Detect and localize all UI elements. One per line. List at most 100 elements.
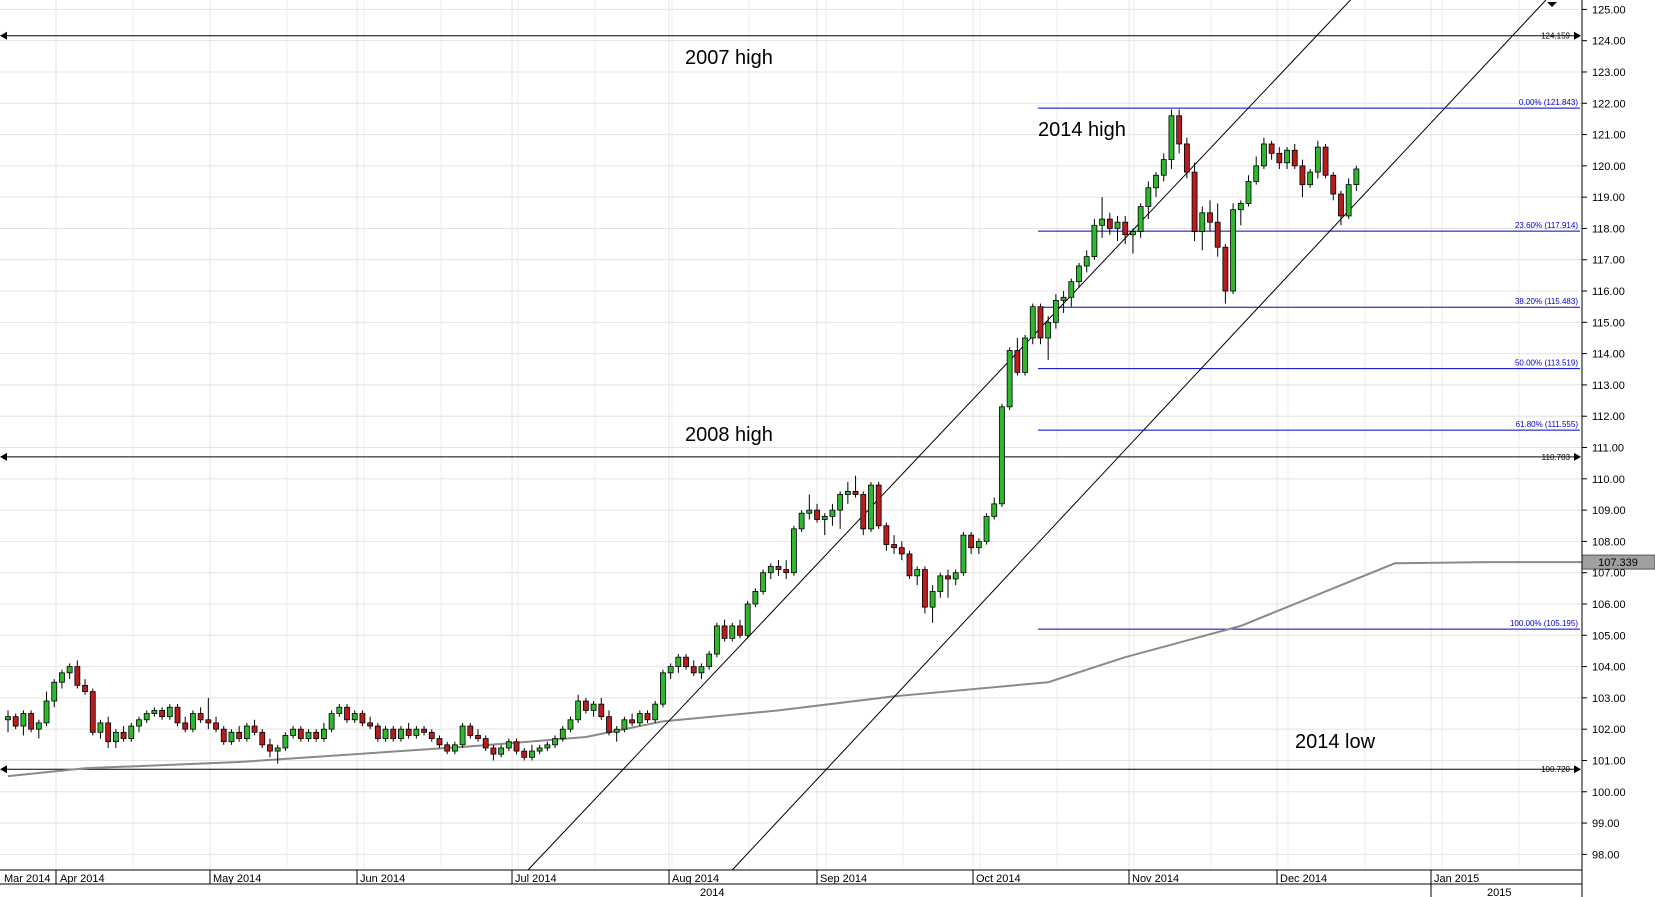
- y-tick-label: 107.00: [1592, 568, 1626, 580]
- candle-body: [1345, 184, 1352, 217]
- candle: [613, 726, 620, 742]
- y-tick-label: 121.00: [1592, 130, 1626, 142]
- candle: [914, 566, 921, 586]
- candle: [521, 747, 528, 761]
- candle-body: [606, 716, 612, 733]
- level-value-label: 124.159: [1541, 32, 1570, 41]
- candle-body: [582, 700, 589, 711]
- candle: [791, 525, 797, 576]
- candle: [128, 722, 135, 742]
- y-tick-label: 108.00: [1592, 536, 1626, 548]
- candle-body: [1191, 171, 1198, 232]
- candle-body: [182, 722, 189, 730]
- candle: [1307, 168, 1314, 188]
- candle: [706, 650, 713, 670]
- candle: [213, 716, 219, 733]
- candle: [690, 660, 697, 676]
- candle: [729, 622, 736, 642]
- candle: [960, 532, 967, 576]
- candle: [413, 726, 420, 739]
- candle-body: [729, 625, 736, 639]
- candle-body: [174, 706, 181, 724]
- x-tick-label: Mar 2014: [4, 873, 50, 885]
- candle: [112, 729, 119, 748]
- candle-body: [536, 747, 543, 752]
- candle-body: [321, 728, 327, 739]
- candle-body: [105, 722, 112, 743]
- candle-body: [1022, 337, 1028, 373]
- candle-body: [1237, 203, 1244, 211]
- candle-body: [421, 728, 427, 733]
- candle: [975, 538, 982, 554]
- candle: [559, 726, 566, 742]
- level-annotation: 2007 high: [685, 47, 773, 69]
- candle: [891, 535, 897, 554]
- candle: [1006, 347, 1013, 410]
- candle-body: [829, 509, 836, 517]
- candle: [166, 704, 173, 720]
- candle-body: [898, 547, 905, 555]
- candle: [1068, 278, 1075, 307]
- candle-body: [436, 738, 443, 746]
- candle-body: [1052, 300, 1059, 323]
- candle: [359, 710, 366, 727]
- level-value-label: 100.720: [1541, 765, 1570, 774]
- candle-body: [960, 534, 967, 574]
- candle-body: [43, 700, 50, 724]
- candle-body: [952, 572, 959, 580]
- fibonacci-retracement: 0.00% (121.843) 23.60% (117.914) 38.20% (1…: [1038, 98, 1580, 630]
- x-tick-label: Dec 2014: [1280, 873, 1327, 885]
- candle: [1029, 303, 1036, 345]
- candle-body: [305, 731, 312, 739]
- candle-body: [775, 566, 782, 570]
- candle-body: [151, 709, 158, 714]
- candle: [1338, 190, 1344, 226]
- candle: [721, 619, 728, 642]
- candle: [1253, 156, 1260, 185]
- candle: [582, 697, 589, 714]
- candle: [513, 738, 520, 755]
- candle-body: [1045, 321, 1052, 339]
- candle-body: [1029, 306, 1036, 339]
- candle-body: [999, 406, 1005, 505]
- y-tick-label: 120.00: [1592, 161, 1626, 173]
- candle: [267, 738, 273, 758]
- candle-body: [629, 719, 636, 724]
- candle-body: [136, 719, 142, 727]
- candle-body: [313, 731, 320, 739]
- y-tick-label: 101.00: [1592, 755, 1626, 767]
- candle: [744, 600, 751, 639]
- candle: [490, 744, 497, 761]
- candle: [806, 494, 813, 520]
- candle: [968, 532, 975, 554]
- candle: [590, 701, 597, 717]
- candle: [652, 701, 659, 723]
- fib-level-label: 23.60% (117.914): [1515, 221, 1578, 230]
- candle-body: [690, 666, 697, 674]
- candle-body: [968, 534, 975, 549]
- arrow-right-icon: [1574, 31, 1581, 40]
- candle: [683, 654, 689, 670]
- arrow-right-icon: [1574, 452, 1581, 461]
- candle-body: [837, 494, 844, 511]
- fib-level-label: 61.80% (111.555): [1516, 420, 1579, 429]
- candle-body: [1137, 206, 1144, 232]
- candle-body: [652, 703, 659, 721]
- year-label: 2015: [1487, 887, 1511, 897]
- candle: [1022, 334, 1028, 376]
- candle: [1114, 215, 1121, 241]
- candle-body: [906, 553, 913, 577]
- candle: [1137, 203, 1144, 238]
- x-tick-label: Jun 2014: [360, 873, 405, 885]
- candle-body: [5, 716, 11, 721]
- arrow-right-icon: [1574, 765, 1581, 774]
- candle: [737, 619, 743, 639]
- candle: [297, 726, 304, 742]
- candle: [875, 481, 882, 529]
- candle: [829, 503, 836, 526]
- candle: [274, 744, 281, 764]
- candle-body: [97, 722, 104, 733]
- candle: [775, 560, 782, 576]
- y-tick-label: 98.00: [1592, 849, 1620, 861]
